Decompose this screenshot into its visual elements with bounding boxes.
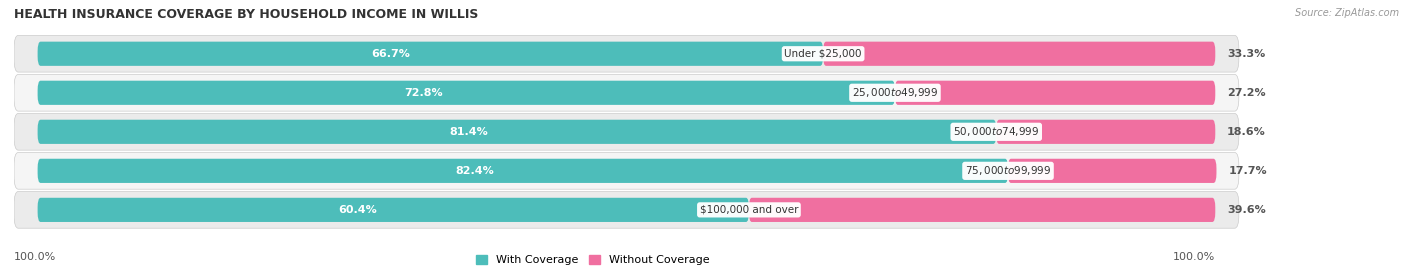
Text: 39.6%: 39.6% [1227,205,1265,215]
Text: 81.4%: 81.4% [450,127,488,137]
Text: $50,000 to $74,999: $50,000 to $74,999 [953,125,1039,138]
FancyBboxPatch shape [14,153,1239,189]
FancyBboxPatch shape [997,120,1215,144]
FancyBboxPatch shape [14,75,1239,111]
Text: $100,000 and over: $100,000 and over [700,205,799,215]
FancyBboxPatch shape [14,36,1239,72]
FancyBboxPatch shape [896,81,1215,105]
Text: HEALTH INSURANCE COVERAGE BY HOUSEHOLD INCOME IN WILLIS: HEALTH INSURANCE COVERAGE BY HOUSEHOLD I… [14,8,478,21]
Text: 100.0%: 100.0% [1173,252,1215,262]
Text: 66.7%: 66.7% [371,49,411,59]
Text: 17.7%: 17.7% [1229,166,1267,176]
Text: 60.4%: 60.4% [339,205,377,215]
Text: Source: ZipAtlas.com: Source: ZipAtlas.com [1295,8,1399,18]
Text: $25,000 to $49,999: $25,000 to $49,999 [852,86,938,99]
FancyBboxPatch shape [14,114,1239,150]
Text: 18.6%: 18.6% [1227,127,1265,137]
FancyBboxPatch shape [38,42,823,66]
Text: 72.8%: 72.8% [404,88,443,98]
Legend: With Coverage, Without Coverage: With Coverage, Without Coverage [471,250,714,269]
Text: 100.0%: 100.0% [14,252,56,262]
Text: $75,000 to $99,999: $75,000 to $99,999 [965,164,1052,177]
Text: Under $25,000: Under $25,000 [785,49,862,59]
FancyBboxPatch shape [749,198,1215,222]
Text: 27.2%: 27.2% [1227,88,1265,98]
FancyBboxPatch shape [1008,159,1216,183]
FancyBboxPatch shape [38,120,997,144]
FancyBboxPatch shape [38,81,896,105]
FancyBboxPatch shape [823,42,1215,66]
Text: 33.3%: 33.3% [1227,49,1265,59]
Text: 82.4%: 82.4% [456,166,494,176]
FancyBboxPatch shape [38,159,1008,183]
FancyBboxPatch shape [38,198,749,222]
FancyBboxPatch shape [14,192,1239,228]
